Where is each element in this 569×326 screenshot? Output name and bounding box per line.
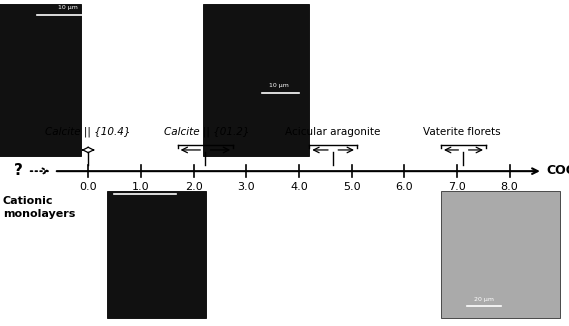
Text: 10 μm: 10 μm <box>135 184 155 189</box>
Text: Calcite || {01.2}: Calcite || {01.2} <box>164 126 249 137</box>
Bar <box>271 193 382 319</box>
Text: 4.0: 4.0 <box>290 182 308 192</box>
Text: 1.0: 1.0 <box>132 182 150 192</box>
Bar <box>441 191 560 318</box>
Text: Calcite || {10.4}: Calcite || {10.4} <box>46 126 131 137</box>
Bar <box>0 193 75 319</box>
Text: Acicular aragonite: Acicular aragonite <box>286 127 381 137</box>
Text: 8.0: 8.0 <box>501 182 518 192</box>
Text: Vaterite florets: Vaterite florets <box>423 127 501 137</box>
Bar <box>113 11 201 148</box>
Text: ?: ? <box>14 163 23 178</box>
Bar <box>204 4 308 156</box>
Text: 7.0: 7.0 <box>448 182 466 192</box>
Text: 3.0: 3.0 <box>237 182 255 192</box>
Text: COO⁾/nm²: COO⁾/nm² <box>546 163 569 176</box>
Text: 0.0: 0.0 <box>79 182 97 192</box>
Bar <box>358 3 541 153</box>
Bar <box>0 4 81 156</box>
Text: 20 μm: 20 μm <box>473 297 494 302</box>
Text: 10 μm: 10 μm <box>269 83 288 88</box>
Bar <box>107 191 206 318</box>
Text: 5.0: 5.0 <box>343 182 360 192</box>
Text: 6.0: 6.0 <box>395 182 413 192</box>
Text: Cationic
monolayers: Cationic monolayers <box>3 196 75 219</box>
Text: 10 μm: 10 μm <box>59 5 78 10</box>
Text: 2.0: 2.0 <box>185 182 203 192</box>
